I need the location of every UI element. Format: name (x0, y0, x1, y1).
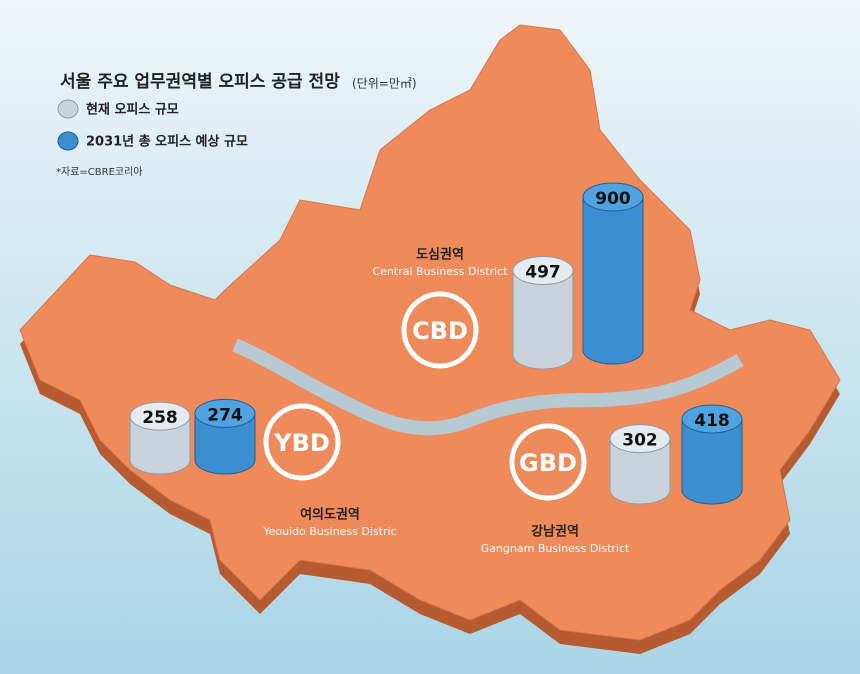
district-name-en: Central Business District (372, 265, 508, 278)
cylinder (681, 418, 743, 505)
title: 서울 주요 업무권역별 오피스 공급 전망 (60, 72, 340, 92)
value-label: 302 (622, 431, 658, 451)
district-name-ko: 강남권역 (531, 524, 579, 540)
district-name-en: Yeouido Business Distric (262, 525, 396, 538)
cylinder (609, 438, 671, 505)
value-label: 497 (525, 263, 561, 283)
district-ring (509, 423, 587, 501)
cylinder-top (681, 404, 743, 434)
cylinder (194, 412, 256, 475)
unit: (단위=만㎡) (352, 77, 417, 91)
cylinder-top (582, 182, 644, 212)
value-label: 274 (207, 405, 243, 425)
cylinder (512, 270, 574, 370)
district-name-ko: 도심권역 (416, 247, 464, 263)
legend-swatch (57, 99, 79, 119)
value-label: 900 (595, 189, 631, 209)
cylinder-top (512, 256, 574, 286)
value-label: 258 (142, 408, 178, 428)
value-label: 418 (694, 411, 730, 431)
source: *자료=CBRE코리아 (56, 166, 143, 178)
district-code: GBD (519, 449, 577, 477)
legend-label: 현재 오피스 규모 (86, 102, 179, 118)
cylinder-top (129, 401, 191, 431)
district-code: YBD (273, 429, 330, 457)
han-river (232, 338, 744, 436)
legend-label: 2031년 총 오피스 예상 규모 (86, 134, 248, 150)
district-ring (401, 291, 479, 369)
cylinder (129, 415, 191, 475)
legend-swatch (57, 131, 79, 151)
cylinder-top (194, 398, 256, 428)
district-name-en: Gangnam Business District (481, 542, 630, 555)
district-name-ko: 여의도권역 (300, 507, 360, 523)
cylinder (582, 196, 644, 365)
district-ring (263, 403, 341, 481)
district-code: CBD (412, 317, 468, 345)
cylinder-top (609, 424, 671, 454)
